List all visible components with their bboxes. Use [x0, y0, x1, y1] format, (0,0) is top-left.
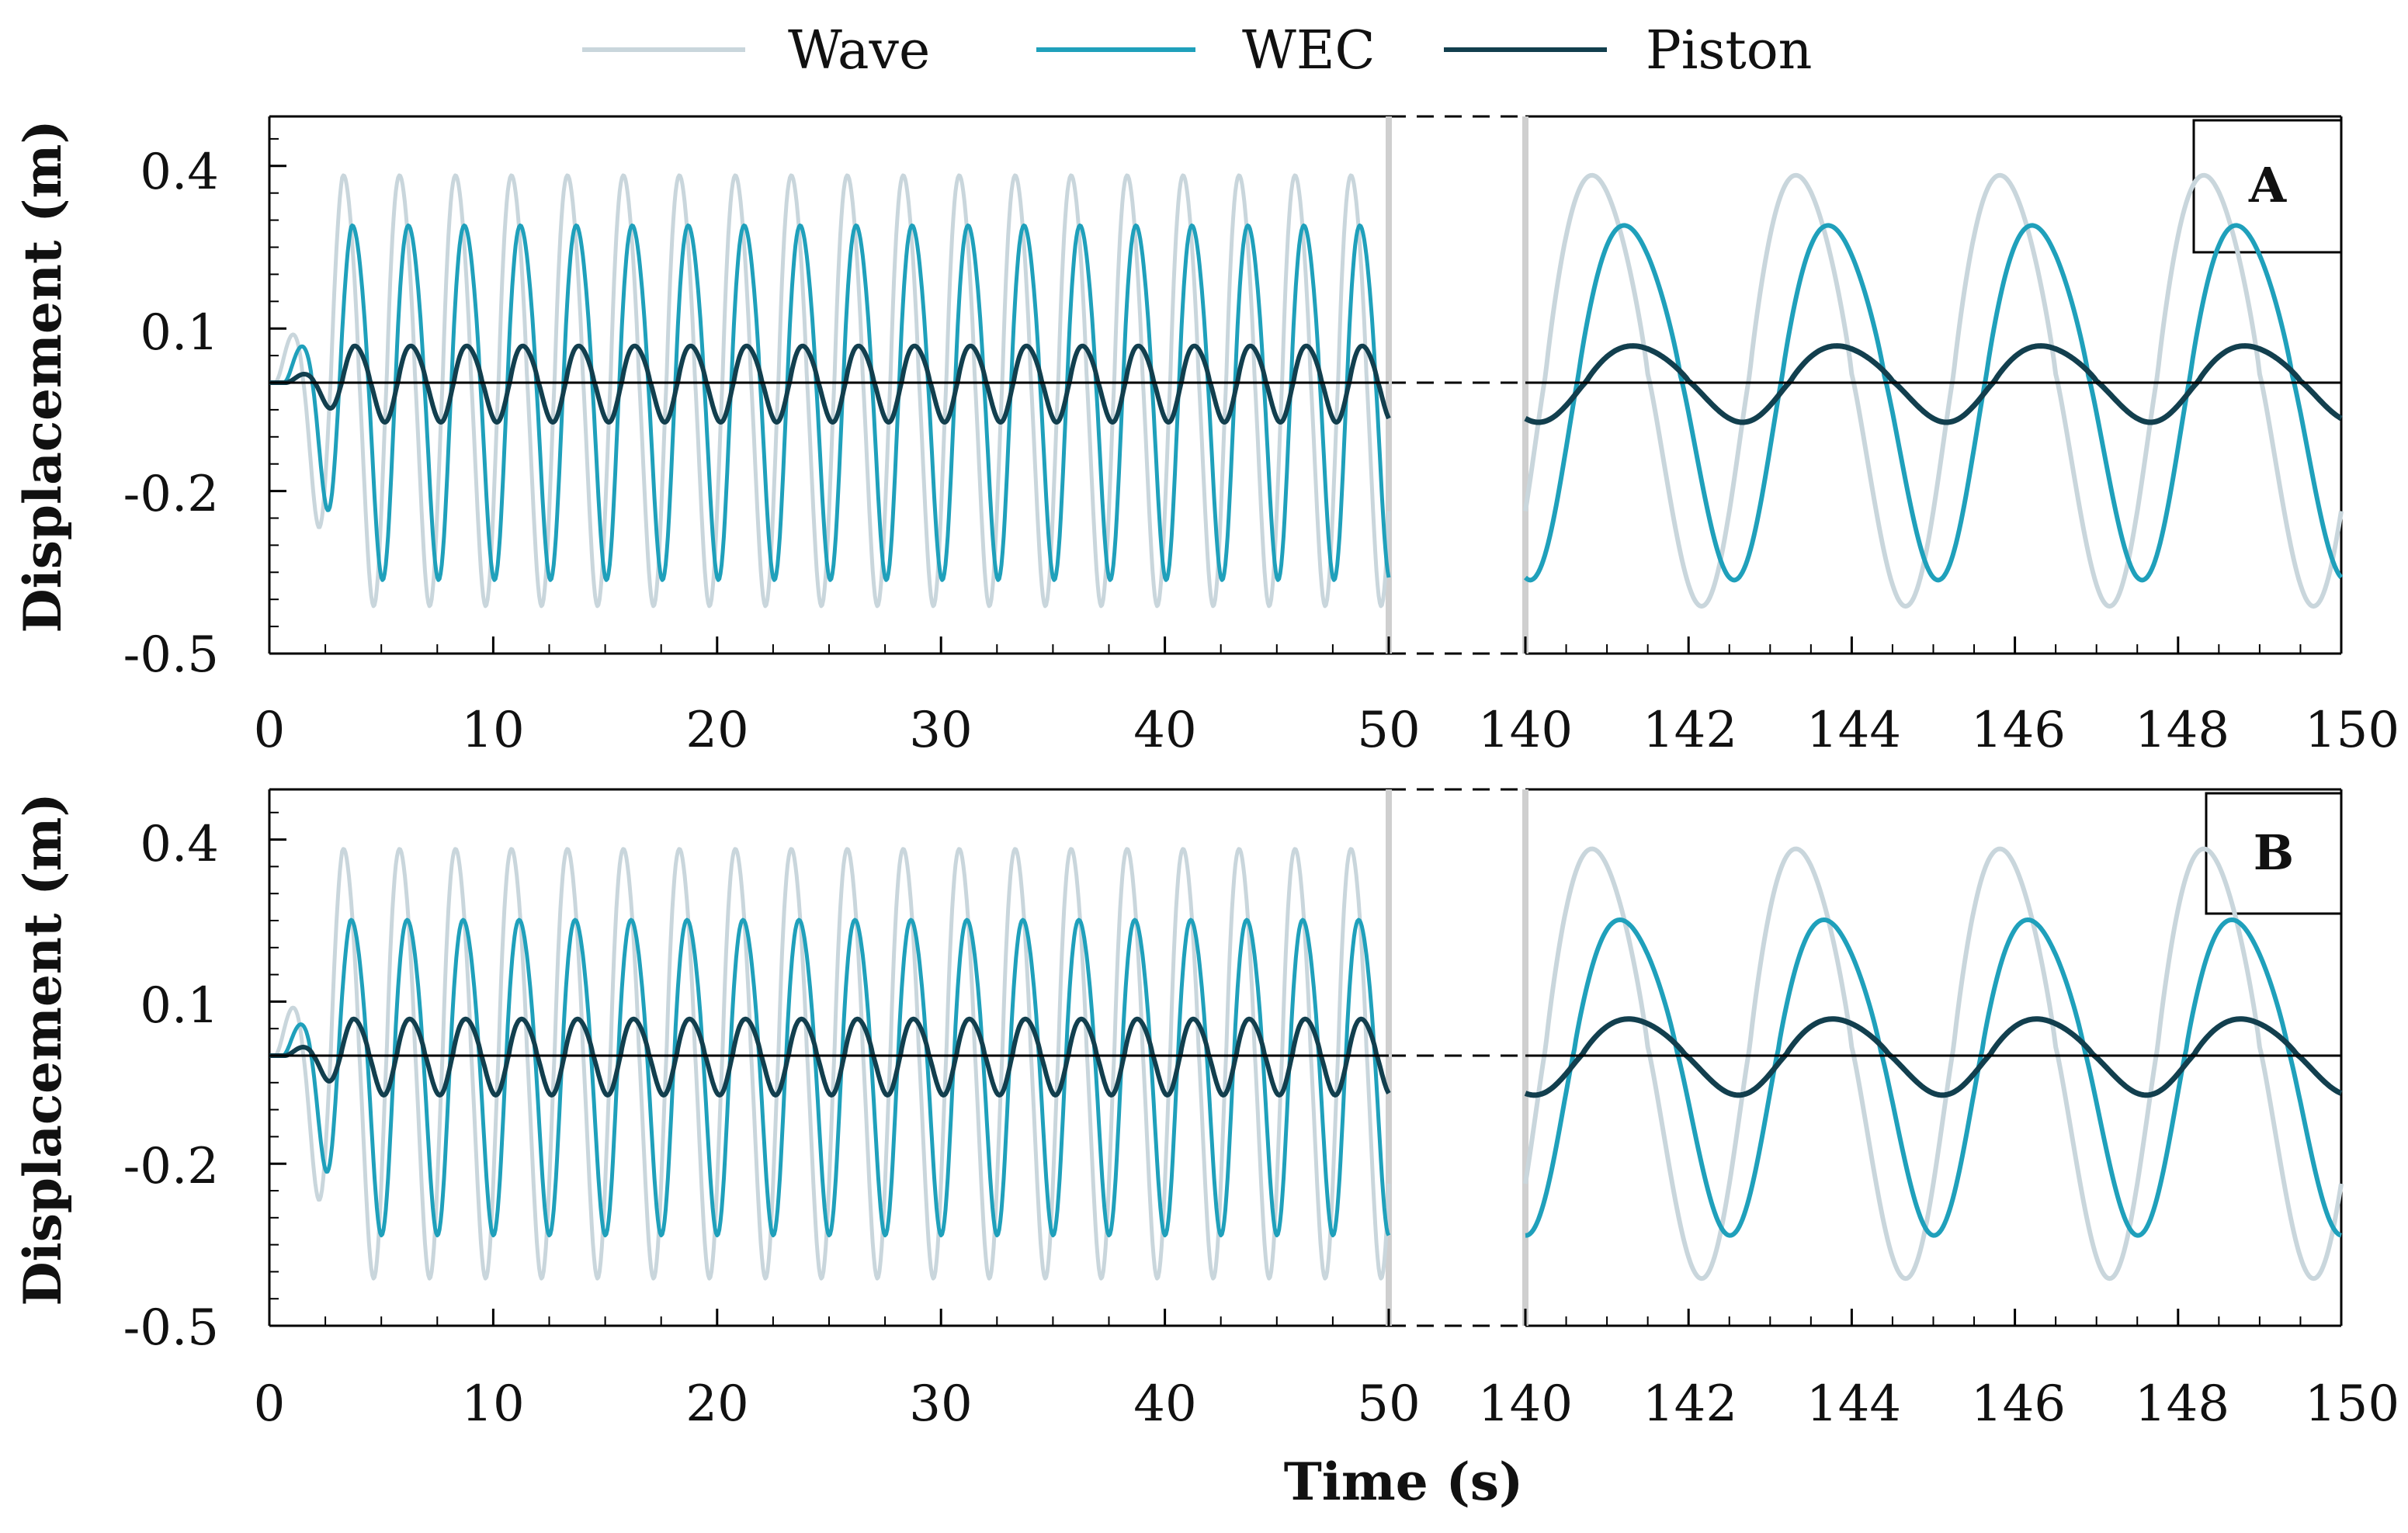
panel-b-y-tick-label: 0.4 — [140, 816, 219, 873]
panel-a-y-tick-label: -0.5 — [123, 626, 219, 684]
panel-a-x-tick-label: 146 — [1971, 702, 2066, 759]
panel-a-y-tick-label: 0.1 — [140, 304, 219, 362]
panel-a-x-tick-label: 140 — [1478, 702, 1573, 759]
panel-b-x-tick-label: 30 — [909, 1375, 972, 1433]
panel-b-x-tick-label: 146 — [1971, 1375, 2066, 1433]
panel-a-y-tick-label: -0.2 — [123, 466, 219, 523]
panel-a-x-tick-label: 142 — [1643, 702, 1737, 759]
panel-a-y-axis-title: Displacement (m) — [12, 120, 73, 633]
legend: Wave WEC Piston — [582, 20, 1812, 82]
panel-0-piston-series-right — [1524, 343, 2343, 425]
panel-1-piston-series-left — [268, 1016, 1391, 1098]
panel-b-x-tick-label: 0 — [254, 1375, 286, 1433]
panel-a-x-tick-label: 50 — [1357, 702, 1420, 759]
panel-b-x-tick-label: 50 — [1357, 1375, 1420, 1433]
panel-a-y-tick-labels: 0.4 0.1 -0.2 -0.5 — [123, 144, 219, 684]
panel-1-wec-series-left — [268, 917, 1391, 1238]
panel-a-x-tick-label: 0 — [254, 702, 286, 759]
panel-1-wec-series-right — [1525, 917, 2342, 1238]
panel-a-x-tick-label: 150 — [2305, 702, 2399, 759]
panel-1-wave-series-right — [1523, 846, 2344, 1282]
panel-b-label-box: B — [2205, 792, 2343, 915]
panel-b-x-tick-label: 20 — [685, 1375, 748, 1433]
panel-b-x-tick-label: 144 — [1806, 1375, 1901, 1433]
x-axis-title: Time (s) — [1284, 1451, 1524, 1512]
panel-b-y-tick-labels: 0.4 0.1 -0.2 -0.5 — [123, 816, 219, 1357]
plot-marks — [268, 115, 2344, 1327]
panel-a-x-tick-label: 30 — [909, 702, 972, 759]
panel-a-x-tick-labels-left: 0 10 20 30 40 50 — [254, 702, 1421, 759]
panel-b-x-tick-label: 148 — [2135, 1375, 2229, 1433]
panel-b-y-tick-label: 0.1 — [140, 977, 219, 1035]
legend-piston-label: Piston — [1646, 20, 1812, 82]
panel-1-piston-series-right — [1524, 1016, 2343, 1098]
panel-a-x-tick-label: 20 — [685, 702, 748, 759]
panel-a-y-tick-label: 0.4 — [140, 144, 219, 201]
legend-wec-label: WEC — [1242, 20, 1376, 82]
panel-0-wave-series-right — [1523, 172, 2344, 609]
panel-0-wave-series-left — [268, 173, 1391, 609]
panel-a-x-tick-label: 148 — [2135, 702, 2229, 759]
legend-wave-label: Wave — [788, 20, 930, 82]
panel-b-x-tick-label: 40 — [1133, 1375, 1196, 1433]
panel-b-y-tick-label: -0.5 — [123, 1299, 219, 1357]
panel-a-x-tick-label: 144 — [1806, 702, 1901, 759]
panel-a-x-tick-label: 40 — [1133, 702, 1196, 759]
panel-b: Displacement (m) 0.4 0.1 -0.2 -0.5 0 10 … — [12, 792, 2399, 1433]
panel-a-x-tick-labels-right: 140 142 144 146 148 150 — [1478, 702, 2399, 759]
panel-a-x-tick-label: 10 — [461, 702, 524, 759]
panel-b-x-tick-labels-left: 0 10 20 30 40 50 — [254, 1375, 1421, 1433]
panel-a-label: A — [2248, 157, 2287, 213]
panel-0-wec-series-right — [1523, 223, 2344, 583]
panel-0-piston-series-left — [268, 343, 1391, 425]
panel-b-y-tick-label: -0.2 — [123, 1138, 219, 1195]
panel-b-x-tick-label: 140 — [1478, 1375, 1573, 1433]
panel-b-y-axis-title: Displacement (m) — [12, 793, 73, 1306]
panel-b-x-tick-label: 142 — [1643, 1375, 1737, 1433]
panel-b-x-tick-label: 150 — [2305, 1375, 2399, 1433]
panel-b-x-tick-labels-right: 140 142 144 146 148 150 — [1478, 1375, 2399, 1433]
panel-a: Displacement (m) 0.4 0.1 -0.2 -0.5 0 10 … — [12, 119, 2399, 759]
panel-1-wave-series-left — [268, 847, 1391, 1281]
panel-b-x-tick-label: 10 — [461, 1375, 524, 1433]
panel-b-label: B — [2254, 824, 2294, 881]
panel-0-wec-series-left — [268, 224, 1391, 582]
